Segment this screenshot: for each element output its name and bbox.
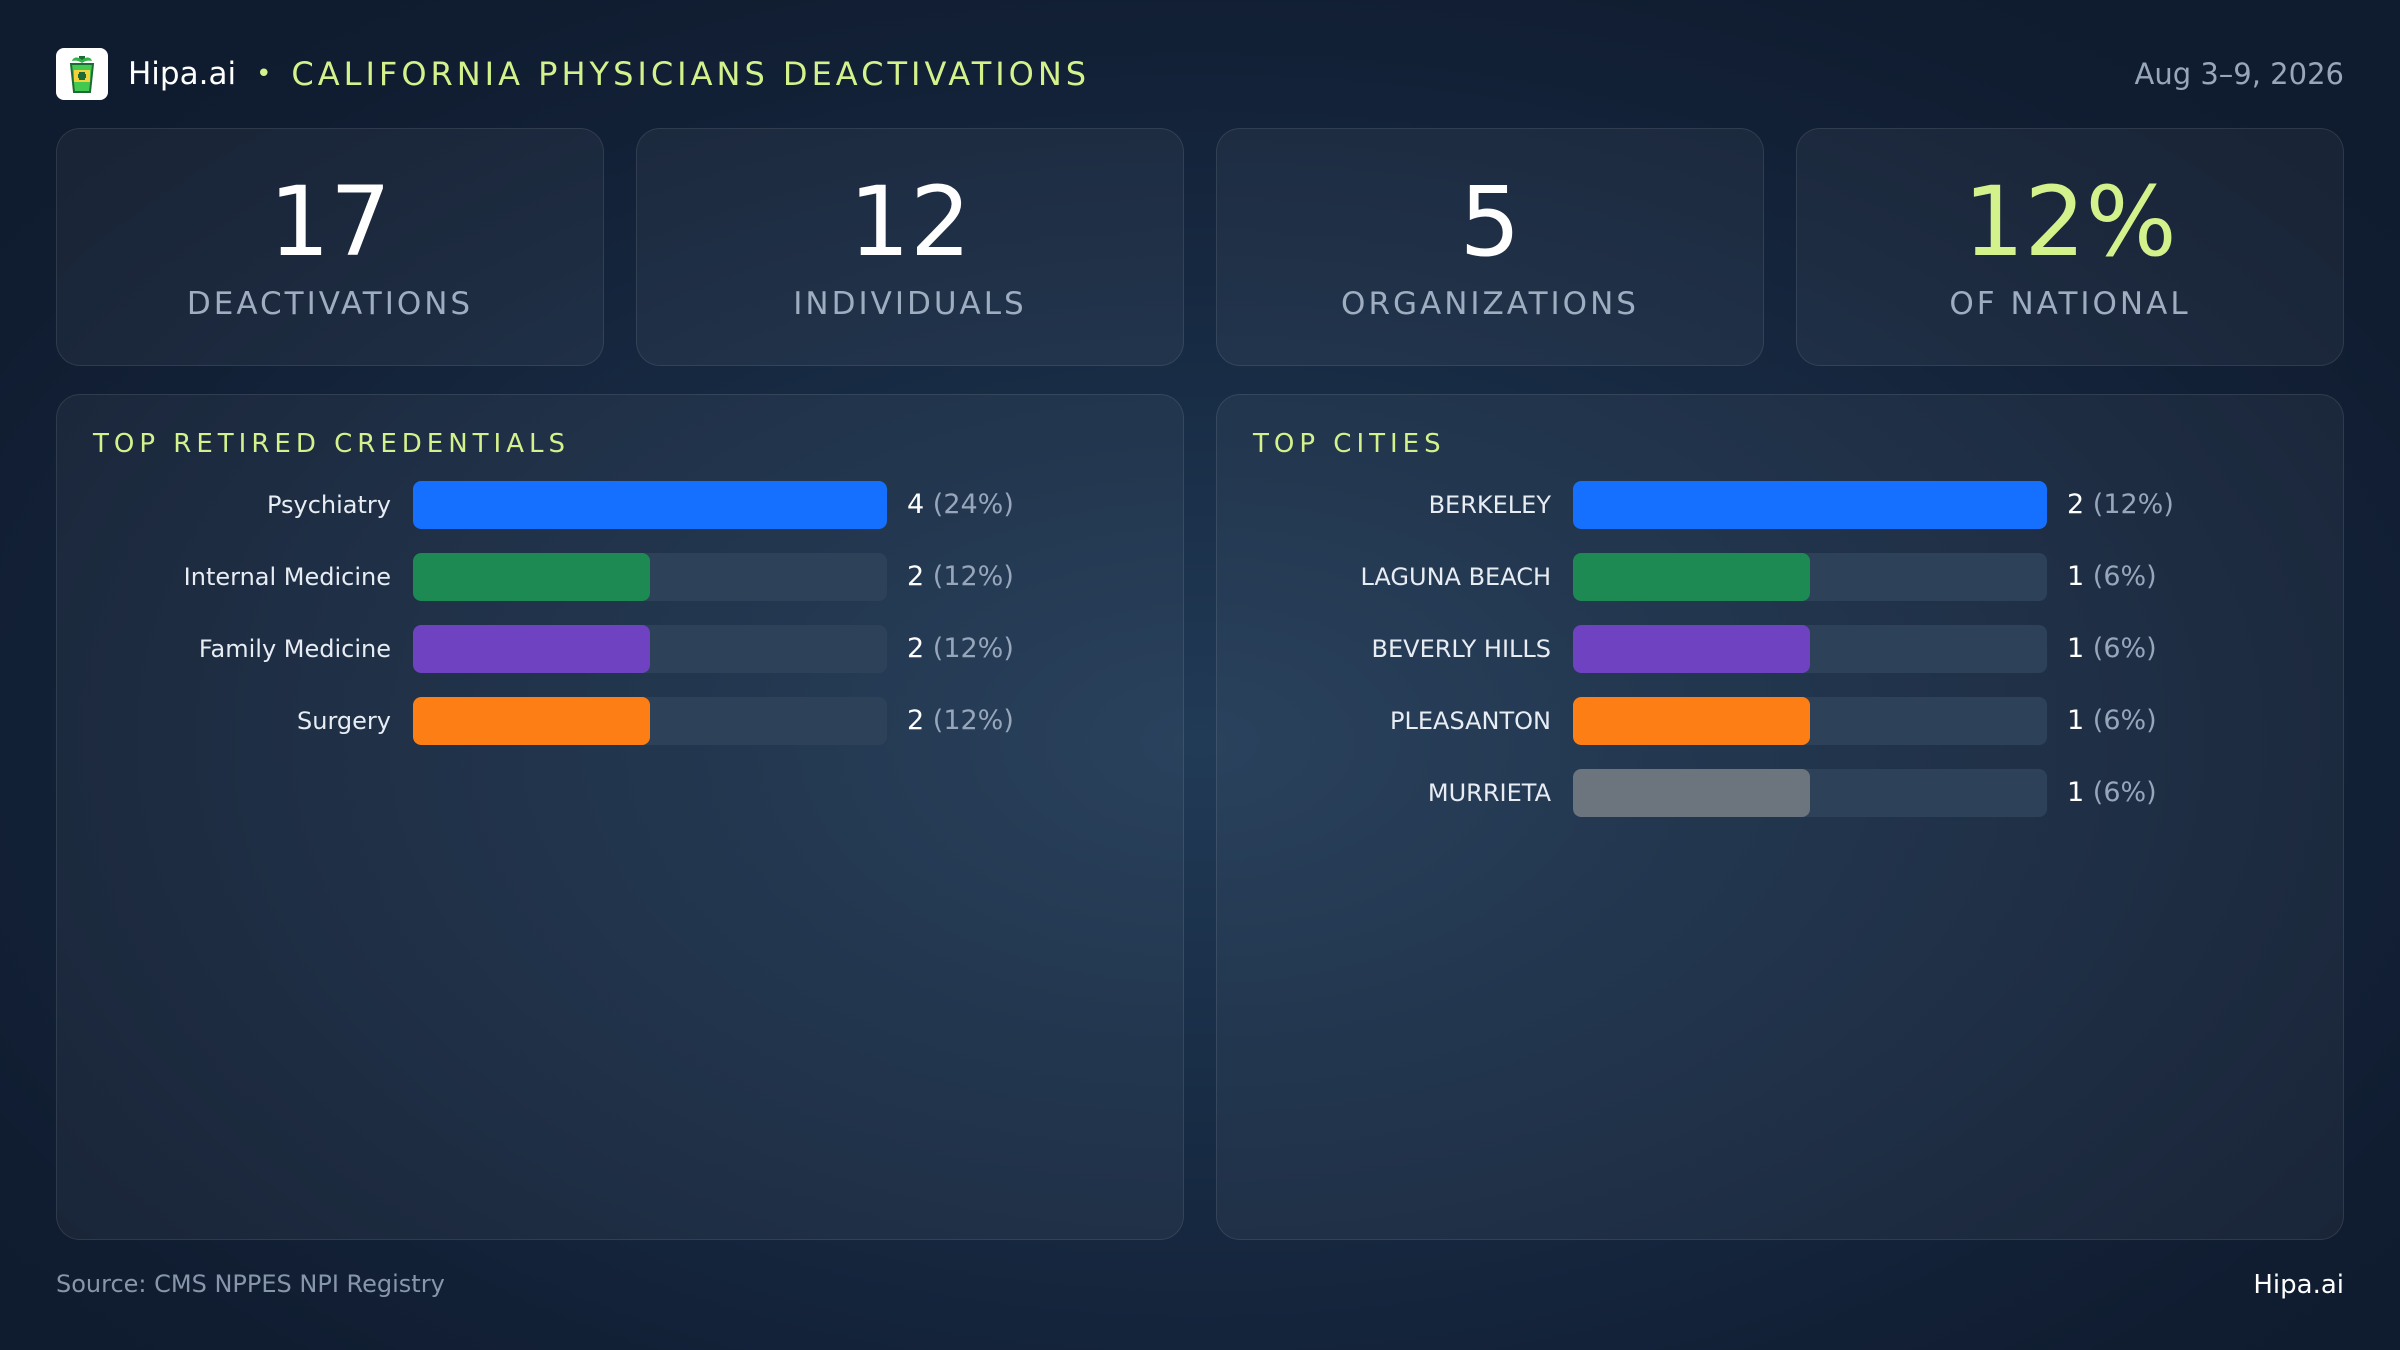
brand-name: Hipa.ai xyxy=(128,56,237,92)
bar xyxy=(413,553,650,601)
bar-value-label: 2 (12%) xyxy=(907,625,1014,673)
bar-percent: (12%) xyxy=(932,561,1014,592)
bar-row: Family Medicine 2 (12%) xyxy=(57,625,1183,673)
bar-track xyxy=(1573,481,2047,529)
bar-percent: (6%) xyxy=(2092,705,2157,736)
bar xyxy=(413,625,650,673)
bar-count: 1 xyxy=(2067,633,2085,664)
bar xyxy=(1573,481,2047,529)
bar-label: Internal Medicine xyxy=(183,563,391,591)
bar-percent: (6%) xyxy=(2092,777,2157,808)
bar-label: BEVERLY HILLS xyxy=(1371,635,1551,663)
stat-label: INDIVIDUALS xyxy=(793,286,1027,322)
bar-count: 2 xyxy=(907,705,925,736)
logo xyxy=(56,48,108,100)
cities-panel: TOP CITIES BERKELEY 2 (12%) LAGUNA BEACH 1 … xyxy=(1216,394,2344,1240)
bar-percent: (12%) xyxy=(2092,489,2174,520)
bar-value-label: 1 (6%) xyxy=(2067,625,2157,673)
bar-row: Internal Medicine 2 (12%) xyxy=(57,553,1183,601)
stat-label: ORGANIZATIONS xyxy=(1341,286,1639,322)
bar-value-label: 1 (6%) xyxy=(2067,769,2157,817)
green-cup-icon xyxy=(69,56,95,93)
bar-value-label: 2 (12%) xyxy=(2067,481,2174,529)
stat-label: DEACTIVATIONS xyxy=(186,286,474,322)
bar-track xyxy=(1573,697,2047,745)
bar xyxy=(1573,697,1810,745)
stat-card-individuals: 12 INDIVIDUALS xyxy=(636,128,1184,366)
page-title: CALIFORNIA PHYSICIANS DEACTIVATIONS xyxy=(291,55,1091,93)
bar-label-wrap: Family Medicine xyxy=(57,625,391,673)
bar-row: Surgery 2 (12%) xyxy=(57,697,1183,745)
bar-label-wrap: Internal Medicine xyxy=(57,553,391,601)
bar-track xyxy=(1573,625,2047,673)
bar xyxy=(1573,553,1810,601)
stat-value: 5 xyxy=(1459,166,1521,278)
bar-label: Psychiatry xyxy=(266,491,391,519)
stat-value: 12 xyxy=(848,166,972,278)
bar-track xyxy=(413,625,887,673)
stat-card-national: 12% OF NATIONAL xyxy=(1796,128,2344,366)
bar xyxy=(413,481,887,529)
panel-title: TOP CITIES xyxy=(1253,429,1446,459)
bar-count: 1 xyxy=(2067,777,2085,808)
bar-track xyxy=(413,697,887,745)
bar xyxy=(1573,769,1810,817)
bar-row: BEVERLY HILLS 1 (6%) xyxy=(1217,625,2343,673)
bar-row: Psychiatry 4 (24%) xyxy=(57,481,1183,529)
bar-row: PLEASANTON 1 (6%) xyxy=(1217,697,2343,745)
bar-track xyxy=(413,553,887,601)
bar-label: LAGUNA BEACH xyxy=(1360,563,1551,591)
title-separator: • xyxy=(256,59,272,89)
bar-percent: (24%) xyxy=(932,489,1014,520)
stat-card-organizations: 5 ORGANIZATIONS xyxy=(1216,128,1764,366)
footer-brand: Hipa.ai xyxy=(2253,1270,2344,1300)
stat-value: 12% xyxy=(1963,166,2177,278)
bar-row: LAGUNA BEACH 1 (6%) xyxy=(1217,553,2343,601)
bar-row: BERKELEY 2 (12%) xyxy=(1217,481,2343,529)
stat-card-deactivations: 17 DEACTIVATIONS xyxy=(56,128,604,366)
bar-count: 1 xyxy=(2067,705,2085,736)
bar-percent: (6%) xyxy=(2092,561,2157,592)
bar-label-wrap: MURRIETA xyxy=(1217,769,1551,817)
bar-row: MURRIETA 1 (6%) xyxy=(1217,769,2343,817)
bar-track xyxy=(413,481,887,529)
bar-label: Family Medicine xyxy=(198,635,391,663)
bar-count: 2 xyxy=(907,633,925,664)
bar-label-wrap: Surgery xyxy=(57,697,391,745)
bar-label: PLEASANTON xyxy=(1390,707,1551,735)
bar-track xyxy=(1573,769,2047,817)
source-note: Source: CMS NPPES NPI Registry xyxy=(56,1270,445,1298)
header: Hipa.ai • CALIFORNIA PHYSICIANS DEACTIVA… xyxy=(56,46,2344,102)
stat-value: 17 xyxy=(268,166,392,278)
bar-count: 2 xyxy=(2067,489,2085,520)
bar-value-label: 2 (12%) xyxy=(907,697,1014,745)
bar-value-label: 2 (12%) xyxy=(907,553,1014,601)
bar-value-label: 4 (24%) xyxy=(907,481,1014,529)
bar-label-wrap: Psychiatry xyxy=(57,481,391,529)
bar-count: 4 xyxy=(907,489,925,520)
bar-label-wrap: LAGUNA BEACH xyxy=(1217,553,1551,601)
bar-percent: (6%) xyxy=(2092,633,2157,664)
bar-label: Surgery xyxy=(297,707,391,735)
bar-percent: (12%) xyxy=(932,633,1014,664)
bar-value-label: 1 (6%) xyxy=(2067,697,2157,745)
bar-count: 1 xyxy=(2067,561,2085,592)
stat-label: OF NATIONAL xyxy=(1949,286,2191,322)
bar xyxy=(1573,625,1810,673)
bar-label-wrap: BEVERLY HILLS xyxy=(1217,625,1551,673)
bar-track xyxy=(1573,553,2047,601)
date-range: Aug 3–9, 2026 xyxy=(2134,57,2345,91)
bar-label-wrap: BERKELEY xyxy=(1217,481,1551,529)
bar-label: BERKELEY xyxy=(1428,491,1551,519)
bar-percent: (12%) xyxy=(932,705,1014,736)
stat-cards: 17 DEACTIVATIONS 12 INDIVIDUALS 5 ORGANI… xyxy=(56,128,2344,366)
credentials-panel: TOP RETIRED CREDENTIALS Psychiatry 4 (24%… xyxy=(56,394,1184,1240)
bar xyxy=(413,697,650,745)
bar-value-label: 1 (6%) xyxy=(2067,553,2157,601)
bar-label-wrap: PLEASANTON xyxy=(1217,697,1551,745)
bar-label: MURRIETA xyxy=(1427,779,1551,807)
panel-title: TOP RETIRED CREDENTIALS xyxy=(93,429,570,459)
bar-count: 2 xyxy=(907,561,925,592)
